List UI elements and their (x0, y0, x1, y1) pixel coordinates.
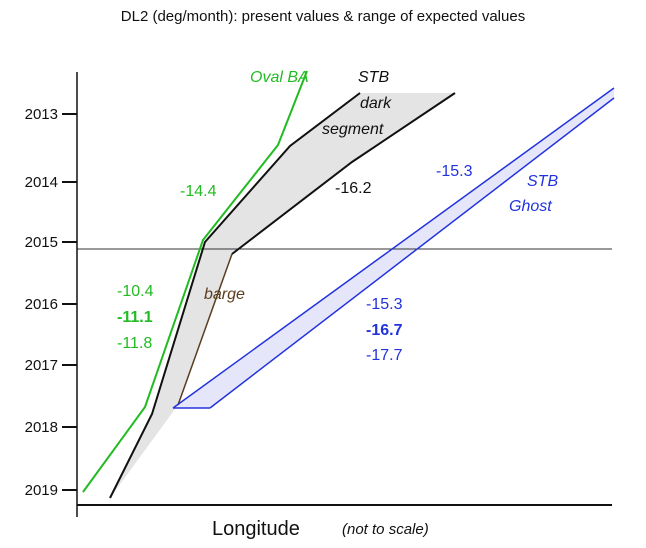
barge-line (177, 253, 233, 406)
stb-ghost-upper-line (172, 87, 615, 409)
stb-dark-segment-band (110, 93, 455, 498)
stb-ghost-rate-2013: -15.3 (436, 163, 473, 180)
stb-dark-segment-rate: -16.2 (335, 180, 372, 197)
barge-label: barge (204, 286, 245, 303)
stb-ghost-range-high: -15.3 (366, 296, 403, 313)
oval-ba-line (82, 70, 308, 493)
stb-dark-segment-right-edge (231, 92, 456, 255)
stb-ghost-label-line2: Ghost (509, 198, 552, 215)
y-tick-label-2013: 2013 (25, 106, 58, 123)
stb-dark-segment-label-line3: segment (322, 121, 384, 138)
oval-ba-range-high: -10.4 (117, 283, 154, 300)
stb-ghost-lower-line (209, 97, 615, 409)
y-tick-label-2015: 2015 (25, 234, 58, 251)
oval-ba-range-mid: -11.1 (117, 309, 153, 326)
y-ticks (62, 113, 77, 491)
oval-ba-range-low: -11.8 (117, 335, 152, 352)
oval-ba-label: Oval BA (250, 69, 309, 86)
y-tick-label-2014: 2014 (25, 174, 58, 191)
x-axis-note: (not to scale) (342, 521, 429, 538)
stb-ghost-label-line1: STB (527, 173, 558, 190)
stb-dark-segment-label-line2: dark (360, 95, 392, 112)
x-axis-label: Longitude (212, 518, 300, 540)
y-tick-label-2016: 2016 (25, 296, 58, 313)
y-tick-label-2017: 2017 (25, 357, 58, 374)
stb-ghost-range-low: -17.7 (366, 347, 403, 364)
stb-dark-segment-left-edge (109, 92, 361, 499)
stb-ghost-range-mid: -16.7 (366, 322, 403, 339)
stb-dark-segment-label-line1: STB (358, 69, 389, 86)
oval-ba-rate-2013: -14.4 (180, 183, 217, 200)
y-tick-label-2018: 2018 (25, 419, 58, 436)
chart-title: DL2 (deg/month): present values & range … (120, 8, 526, 25)
y-tick-label-2019: 2019 (25, 482, 58, 499)
